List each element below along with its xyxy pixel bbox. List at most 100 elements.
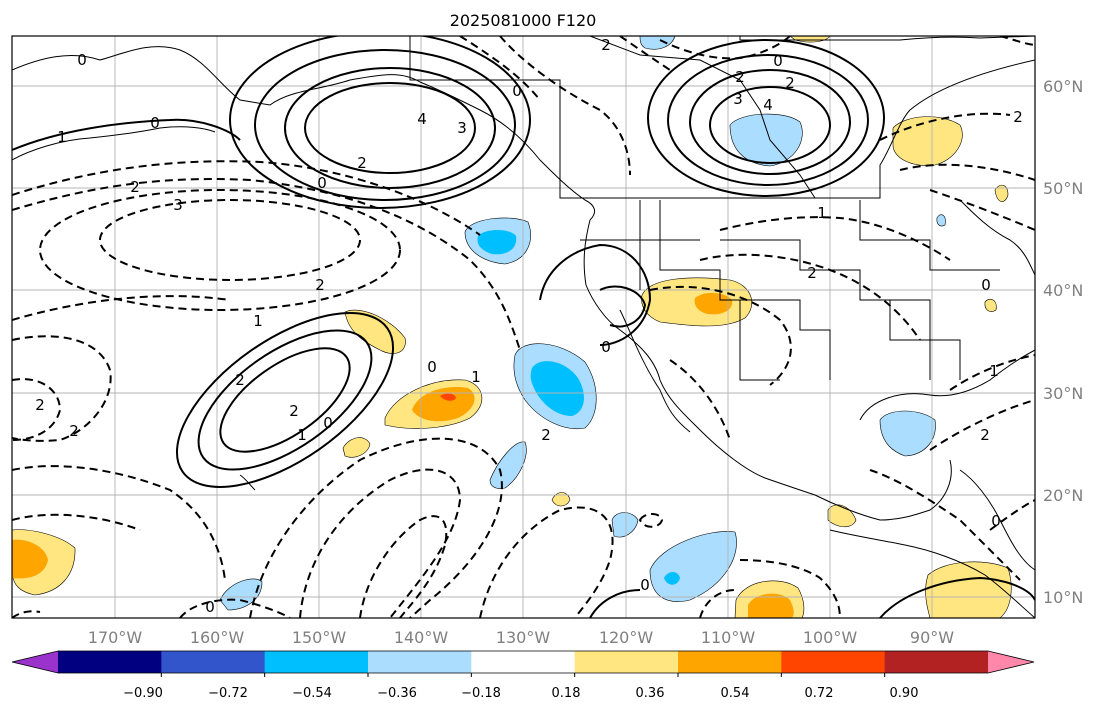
- colorbar-tick-label: −0.36: [377, 686, 417, 701]
- latitude-labels: 60°N 50°N 40°N 30°N 20°N 10°N: [1043, 77, 1083, 607]
- contour-label: 2: [785, 74, 795, 92]
- contour-label: 2: [807, 264, 817, 282]
- solid-contours: [12, 36, 1035, 618]
- colorbar-segment: [678, 651, 782, 673]
- lon-label: 120°W: [599, 628, 654, 647]
- contour-label: 2: [289, 402, 299, 420]
- contour-label: 2: [1013, 108, 1023, 126]
- colorbar-segment: [471, 651, 576, 673]
- lat-label: 60°N: [1043, 77, 1083, 96]
- contour-label: 0: [640, 576, 650, 594]
- contour-label: 0: [427, 358, 437, 376]
- colorbar-tick-label: −0.54: [292, 686, 332, 701]
- negative-anomaly-patch: [477, 230, 517, 255]
- contour-label: 2: [735, 68, 745, 86]
- map-frame: [11, 35, 1036, 619]
- lon-label: 90°W: [910, 628, 954, 647]
- colorbar-extend-high: [988, 651, 1034, 673]
- positive-anomaly-patch: [12, 539, 48, 579]
- contour-label: 1: [57, 128, 67, 146]
- lat-label: 30°N: [1043, 384, 1083, 403]
- contour-label: 1: [817, 204, 827, 222]
- contour-label: 4: [763, 96, 773, 114]
- dashed-contours: [12, 36, 1035, 618]
- negative-anomaly-patch: [664, 572, 680, 585]
- positive-anomaly-patch: [694, 292, 733, 315]
- negative-anomaly-patch: [530, 361, 584, 416]
- map-area: 0 1 0 2 3 2 4 3 2 0 0 2 2 4 3 2 0 1 2 1 …: [12, 36, 1035, 618]
- colorbar-segment: [368, 651, 472, 673]
- colorbar-segment: [781, 651, 886, 673]
- colorbar-tick-label: 0.18: [552, 686, 581, 701]
- negative-anomaly-patch: [729, 113, 803, 167]
- contour-label: 0: [773, 52, 783, 70]
- lat-label: 50°N: [1043, 179, 1083, 198]
- colorbar-tick-label: 0.36: [636, 686, 665, 701]
- colorbar-tick-label: 0.54: [721, 686, 750, 701]
- positive-anomaly-patch: [412, 386, 475, 422]
- lon-label: 150°W: [292, 628, 347, 647]
- contour-label: 3: [173, 196, 183, 214]
- contour-label: 0: [601, 338, 611, 356]
- positive-anomaly-patch: [925, 561, 1012, 618]
- contour-label: 4: [417, 110, 427, 128]
- contour-label: 0: [981, 276, 991, 294]
- contour-label: 2: [315, 276, 325, 294]
- colorbar-segment: [884, 651, 989, 673]
- colorbar-segment: [264, 651, 369, 673]
- contour-label: 1: [989, 362, 999, 380]
- lat-label: 40°N: [1043, 281, 1083, 300]
- positive-anomaly-patch: [342, 437, 371, 458]
- contour-label: 2: [541, 426, 551, 444]
- longitude-labels: 170°W 160°W 150°W 140°W 130°W 120°W 110°…: [88, 628, 954, 647]
- contour-label: 0: [77, 51, 87, 69]
- shaded-anomaly-layer: [12, 36, 1012, 618]
- lon-label: 140°W: [394, 628, 449, 647]
- lon-label: 130°W: [496, 628, 551, 647]
- positive-anomaly-patch: [984, 298, 997, 312]
- colorbar-extend-low: [12, 651, 58, 673]
- negative-anomaly-patch: [936, 214, 946, 227]
- colorbar: [11, 650, 1035, 677]
- negative-anomaly-patch: [489, 441, 527, 489]
- contour-label: 3: [457, 119, 467, 137]
- contour-label: 0: [512, 82, 522, 100]
- negative-anomaly-patch: [611, 512, 639, 538]
- contour-label: 0: [323, 414, 333, 432]
- map-title: 2025081000 F120: [450, 11, 597, 30]
- contour-label: 2: [980, 426, 990, 444]
- lon-label: 100°W: [803, 628, 858, 647]
- contour-label: 2: [357, 154, 367, 172]
- colorbar-outline: [11, 650, 1035, 674]
- contour-label: 2: [235, 371, 245, 389]
- contour-label: 2: [130, 178, 140, 196]
- contour-label: 2: [35, 396, 45, 414]
- positive-anomaly-patch: [551, 492, 571, 507]
- colorbar-tick-label: −0.90: [123, 686, 163, 701]
- contour-label: 1: [253, 312, 263, 330]
- contour-label: 0: [317, 174, 327, 192]
- colorbar-segment: [161, 651, 266, 673]
- coastlines: [12, 36, 1035, 618]
- negative-anomaly-patch: [219, 578, 263, 611]
- lat-label: 20°N: [1043, 486, 1083, 505]
- contour-label: 1: [297, 426, 307, 444]
- positive-anomaly-patch: [748, 593, 794, 618]
- negative-anomaly-patch: [879, 410, 936, 457]
- colorbar-tick-labels: −0.90 −0.72 −0.54 −0.36 −0.18 0.18 0.36 …: [123, 686, 918, 701]
- contour-label: 1: [471, 368, 481, 386]
- colorbar-tick-label: 0.72: [805, 686, 834, 701]
- contour-label: 0: [205, 598, 215, 616]
- colorbar-tick-label: −0.18: [461, 686, 501, 701]
- contour-label: 3: [733, 90, 743, 108]
- negative-anomaly-patch: [639, 36, 676, 50]
- gridlines: [12, 36, 1035, 618]
- lon-label: 110°W: [701, 628, 756, 647]
- contour-label: 2: [69, 422, 79, 440]
- contour-label: 2: [601, 36, 611, 54]
- colorbar-tick-label: 0.90: [890, 686, 919, 701]
- lat-label: 10°N: [1043, 588, 1083, 607]
- colorbar-tick-label: −0.72: [208, 686, 248, 701]
- contour-label: 0: [150, 114, 160, 132]
